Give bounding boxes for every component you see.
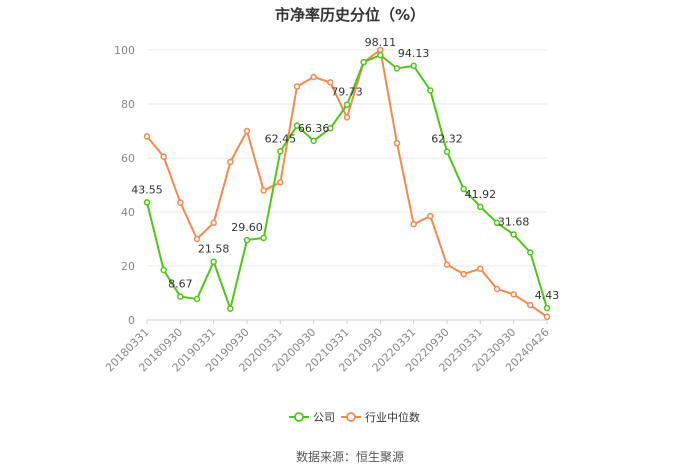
data-point [427, 87, 434, 94]
y-tick-label: 100 [114, 44, 135, 57]
data-label: 94.13 [398, 47, 430, 60]
data-point [277, 179, 284, 186]
data-point [243, 127, 251, 135]
data-source: 数据来源：恒生聚源 [295, 450, 404, 464]
data-point [510, 231, 517, 238]
data-point [393, 65, 401, 72]
data-point [310, 137, 317, 145]
y-tick-label: 0 [128, 314, 135, 327]
data-label: 4.43 [535, 289, 560, 302]
data-point [210, 258, 217, 265]
data-point [243, 236, 251, 244]
data-point [427, 212, 434, 220]
data-point [227, 158, 234, 166]
data-label: 43.55 [131, 183, 163, 196]
data-point [477, 203, 484, 211]
data-label: 79.73 [331, 86, 363, 99]
legend-marker [346, 412, 356, 422]
data-point [443, 148, 451, 155]
legend-marker [294, 412, 304, 422]
data-point [477, 265, 484, 272]
data-point [377, 51, 384, 59]
data-point [277, 148, 284, 155]
data-point [393, 139, 401, 147]
data-label: 31.68 [498, 215, 530, 228]
data-point [410, 220, 417, 228]
data-point [543, 304, 551, 312]
data-point [177, 293, 184, 300]
data-point [460, 270, 467, 278]
data-label: 62.32 [431, 133, 463, 146]
y-tick-label: 40 [121, 206, 135, 219]
data-point [193, 235, 201, 243]
data-point [510, 291, 517, 298]
data-point [260, 234, 267, 242]
data-point [177, 199, 184, 206]
data-point [143, 199, 151, 206]
data-label: 8.67 [168, 278, 193, 291]
data-point [193, 295, 201, 303]
data-point [327, 125, 334, 132]
data-point [460, 185, 467, 193]
legend-label: 行业中位数 [365, 410, 420, 424]
data-point [160, 266, 167, 274]
data-point [327, 79, 334, 86]
data-point [543, 313, 551, 321]
data-point [260, 187, 267, 194]
legend-label: 公司 [313, 411, 335, 424]
data-point [343, 101, 351, 108]
data-point [293, 83, 301, 90]
data-point [210, 219, 217, 227]
data-label: 41.92 [465, 188, 497, 201]
data-point [343, 114, 351, 121]
y-tick-label: 60 [121, 152, 135, 165]
data-point [493, 285, 501, 293]
data-point [493, 219, 501, 227]
chart-title: 市净率历史分位（%） [274, 6, 426, 24]
y-tick-label: 80 [121, 98, 135, 111]
data-point [310, 73, 317, 81]
data-point [443, 261, 451, 268]
y-tick-label: 20 [121, 260, 135, 273]
data-point [143, 133, 151, 140]
data-point [527, 249, 534, 256]
data-label: 29.60 [231, 221, 263, 234]
data-point [160, 153, 167, 160]
data-label: 21.58 [198, 243, 230, 256]
data-label: 62.45 [265, 132, 297, 145]
data-point [227, 305, 234, 312]
data-point [360, 58, 367, 66]
data-label: 98.11 [365, 36, 397, 49]
data-label: 66.36 [298, 122, 330, 135]
data-point [293, 122, 301, 129]
data-point [410, 62, 417, 70]
data-point [527, 301, 534, 309]
